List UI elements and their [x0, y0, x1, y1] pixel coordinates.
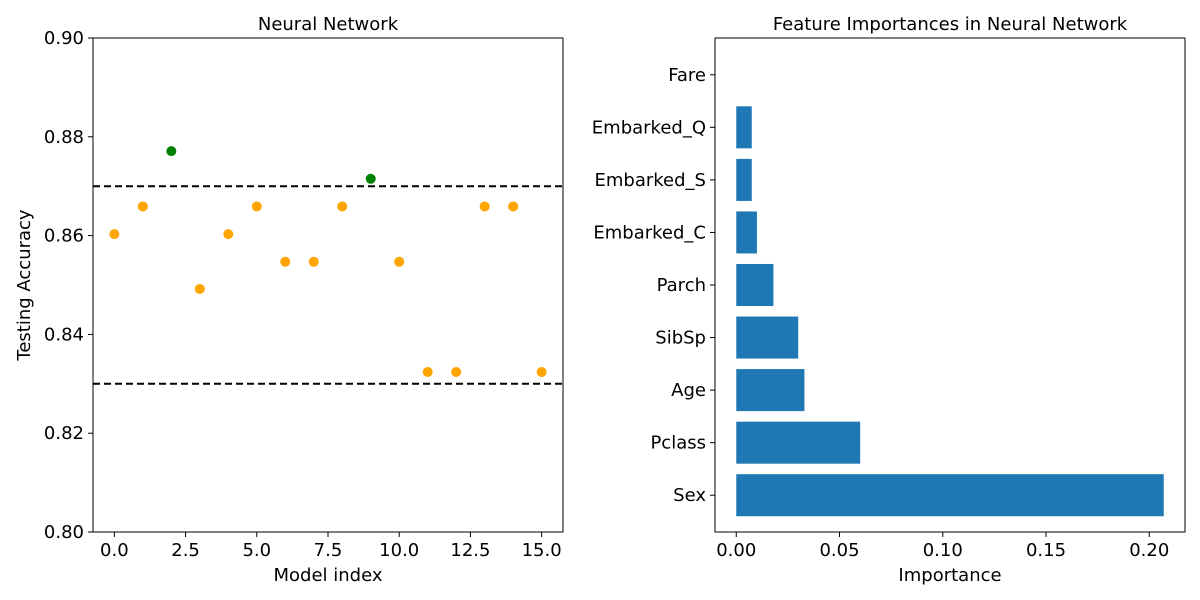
- x-tick-label: 0.00: [716, 540, 756, 561]
- scatter-plot-area: 0.0 2.5 5.0 7.5 10.0 12.5 15.0 0.80 0.82 0.84 0.86…: [44, 28, 563, 561]
- bar: [736, 316, 799, 359]
- scatter-title: Neural Network: [258, 14, 399, 35]
- category-label: Age: [671, 380, 706, 401]
- scatter-point: [137, 201, 148, 212]
- y-tick-label: 0.90: [44, 28, 84, 49]
- y-tick-label: 0.80: [44, 522, 84, 543]
- category-label: Embarked_S: [595, 170, 706, 191]
- x-tick-label: 15.0: [522, 540, 562, 561]
- bar: [736, 474, 1164, 517]
- x-tick-label: 12.5: [450, 540, 490, 561]
- category-label: Parch: [657, 275, 706, 296]
- x-tick-label: 0.20: [1129, 540, 1169, 561]
- category-label: Pclass: [650, 433, 706, 454]
- scatter-point: [166, 146, 177, 157]
- x-tick-label: 0.10: [923, 540, 963, 561]
- bar-plot-area: Sex Pclass Age SibSp Parch Embarked_C Embarked…: [592, 65, 1170, 561]
- scatter-point: [536, 366, 547, 377]
- x-tick-label: 0.0: [100, 540, 129, 561]
- bar-title: Feature Importances in Neural Network: [773, 14, 1128, 35]
- scatter-point: [194, 283, 205, 294]
- bar: [736, 158, 752, 201]
- x-tick-label: 2.5: [171, 540, 200, 561]
- scatter-point: [251, 201, 262, 212]
- bar: [736, 421, 861, 464]
- scatter-point: [479, 201, 490, 212]
- x-tick-label: 7.5: [314, 540, 343, 561]
- bar-panel: Feature Importances in Neural Network Se…: [592, 14, 1186, 586]
- scatter-point: [223, 229, 234, 240]
- category-label: SibSp: [655, 328, 706, 349]
- bar: [736, 263, 774, 307]
- category-label: Fare: [668, 65, 706, 86]
- bar-axes-frame: [714, 37, 1186, 533]
- y-tick-label: 0.84: [44, 324, 84, 345]
- category-label: Sex: [673, 485, 706, 506]
- scatter-point: [451, 366, 462, 377]
- bar-xlabel: Importance: [898, 565, 1001, 586]
- scatter-point: [308, 256, 319, 267]
- scatter-point: [422, 366, 433, 377]
- x-tick-label: 0.05: [819, 540, 859, 561]
- x-tick-label: 5.0: [242, 540, 271, 561]
- scatter-axes-frame: [92, 37, 564, 533]
- scatter-point: [365, 173, 376, 184]
- bar: [736, 106, 752, 149]
- scatter-point: [280, 256, 291, 267]
- bar: [736, 211, 757, 254]
- scatter-point: [109, 229, 120, 240]
- scatter-ylabel: Testing Accuracy: [14, 209, 35, 362]
- scatter-xlabel: Model index: [273, 565, 382, 586]
- y-tick-label: 0.82: [44, 423, 84, 444]
- scatter-point: [337, 201, 348, 212]
- scatter-panel: Neural Network 0.0 2.5 5.0 7.5 10.0 12.5 15.00…: [14, 14, 564, 586]
- bar: [736, 369, 805, 412]
- y-tick-label: 0.88: [44, 127, 84, 148]
- scatter-point: [394, 256, 405, 267]
- y-tick-label: 0.86: [44, 226, 84, 247]
- category-label: Embarked_C: [593, 222, 706, 243]
- x-tick-label: 10.0: [379, 540, 419, 561]
- category-label: Embarked_Q: [592, 117, 706, 138]
- x-tick-label: 0.15: [1026, 540, 1066, 561]
- scatter-point: [508, 201, 519, 212]
